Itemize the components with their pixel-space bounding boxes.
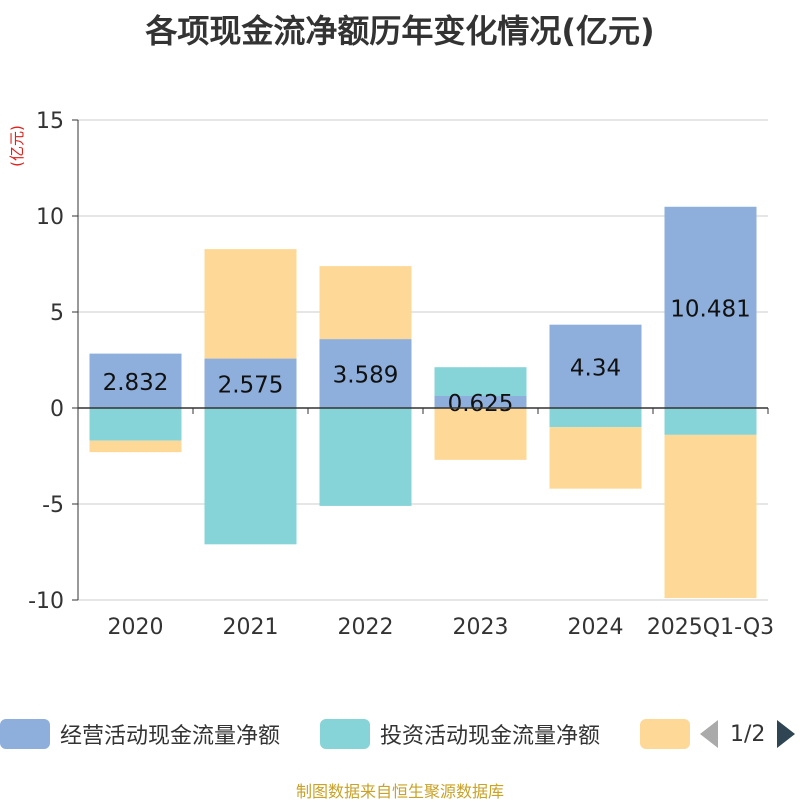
y-tick-label: -5 (42, 493, 64, 518)
x-tick-label: 2021 (223, 615, 279, 640)
legend-swatch-financing (640, 719, 690, 749)
bar-s2-0 (89, 440, 182, 453)
bar-s1-3 (434, 367, 527, 396)
prev-page-icon[interactable] (700, 720, 718, 748)
x-tick-label: 2025Q1-Q3 (647, 615, 774, 640)
data-label: 10.481 (670, 296, 750, 322)
x-tick-label: 2022 (338, 615, 394, 640)
data-label: 3.589 (333, 363, 399, 389)
data-label: 2.832 (103, 370, 169, 396)
y-tick-label: 15 (36, 109, 64, 134)
bar-s0-3 (434, 396, 527, 408)
bar-s1-4 (549, 408, 642, 428)
legend-pager: 1/2 (700, 716, 796, 752)
bar-s1-5 (664, 408, 757, 435)
bar-s0-5 (664, 206, 757, 408)
source-note: 制图数据来自恒生聚源数据库 (295, 782, 504, 801)
y-tick-label: 10 (36, 205, 64, 230)
data-label: 4.34 (570, 355, 621, 381)
y-tick-label: -10 (28, 589, 64, 614)
bar-s0-2 (319, 339, 412, 408)
legend-item-investing[interactable]: 投资活动现金流量净额 (320, 716, 600, 752)
legend-label-operating: 经营活动现金流量净额 (60, 724, 281, 749)
bar-s1-0 (89, 408, 182, 441)
bar-s2-3 (434, 408, 527, 460)
bar-s2-4 (549, 427, 642, 489)
x-tick-label: 2020 (108, 615, 164, 640)
y-axis-title: (亿元) (8, 125, 26, 167)
bar-s0-1 (204, 358, 297, 408)
legend-label-investing: 投资活动现金流量净额 (380, 724, 601, 749)
bar-s1-2 (319, 408, 412, 506)
y-tick-label: 0 (50, 397, 64, 422)
legend: 经营活动现金流量净额 投资活动现金流量净额 1/2 (0, 716, 800, 752)
x-tick-label: 2023 (453, 615, 509, 640)
data-label: 2.575 (218, 372, 284, 398)
chart-plot: -10 -5 0 5 10 15 (亿元) 2.832 2.575 3.589 0.625 4.34 1… (8, 109, 774, 640)
data-label: 0.625 (448, 391, 514, 417)
legend-swatch-operating (0, 719, 50, 749)
legend-item-financing[interactable] (640, 716, 700, 752)
chart-title: 各项现金流净额历年变化情况(亿元) (145, 12, 655, 50)
bar-s2-5 (664, 434, 757, 599)
legend-page-indicator: 1/2 (730, 721, 766, 747)
x-tick-label: 2024 (568, 615, 624, 640)
bar-s2-1 (204, 249, 297, 359)
y-tick-label: 5 (50, 301, 64, 326)
legend-swatch-investing (320, 719, 370, 749)
legend-item-operating[interactable]: 经营活动现金流量净额 (0, 716, 280, 752)
bar-s0-4 (549, 324, 642, 408)
bar-s1-1 (204, 408, 297, 545)
bar-s2-2 (319, 266, 412, 340)
bar-s0-0 (89, 353, 182, 408)
next-page-icon[interactable] (777, 720, 796, 748)
